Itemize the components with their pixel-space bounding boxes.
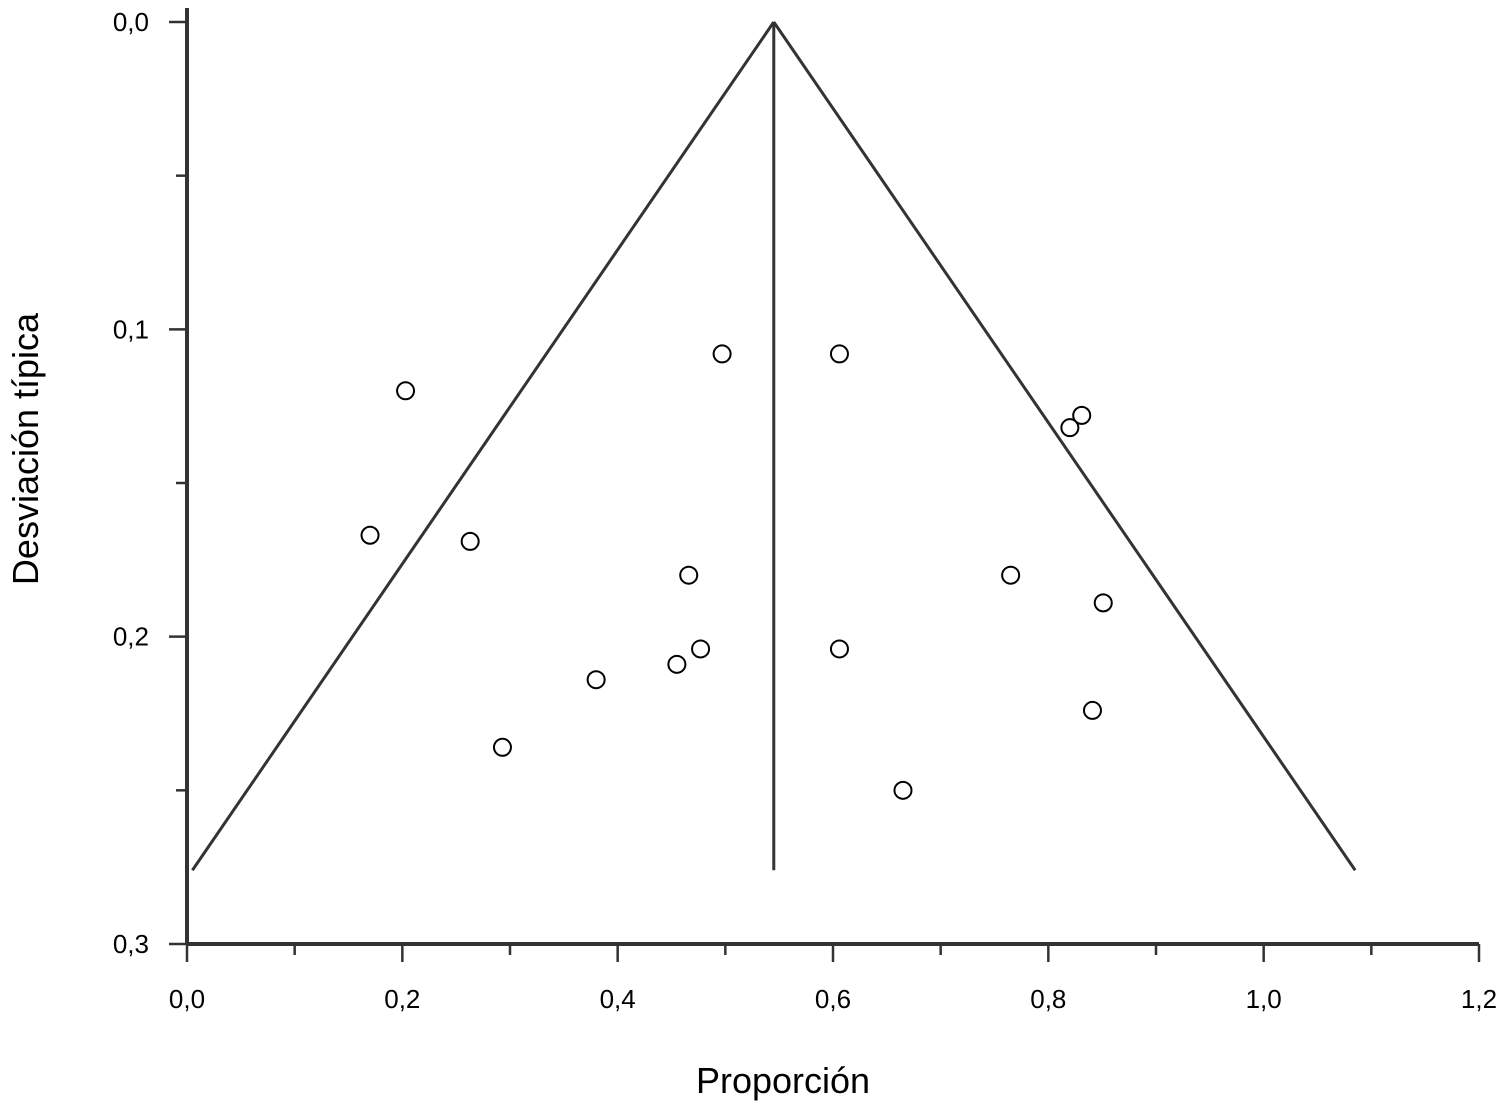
axes (169, 8, 1481, 962)
y-tick-label: 0,2 (113, 622, 149, 652)
x-tick-label: 1,0 (1246, 984, 1282, 1014)
data-point (893, 780, 913, 800)
data-point (1082, 700, 1102, 720)
funnel-left-limit (191, 21, 776, 872)
data-point (829, 344, 849, 364)
x-tick-label: 0,4 (600, 984, 636, 1014)
data-point (1093, 593, 1113, 613)
x-axis-title: Proporción (696, 1060, 870, 1101)
x-tick-label: 0,0 (169, 984, 205, 1014)
funnel-lines (191, 21, 1357, 872)
y-tick-label: 0,3 (113, 929, 149, 959)
data-point (1001, 565, 1021, 585)
data-point (396, 381, 416, 401)
tick-labels: 0,0 0,2 0,4 0,6 0,8 1,0 1,2 0,0 0,1 0,2 0,3 (113, 7, 1497, 1014)
data-point (492, 737, 512, 757)
data-point (679, 565, 699, 585)
data-points (360, 344, 1113, 800)
y-tick-label: 0,1 (113, 314, 149, 344)
y-tick-label: 0,0 (113, 7, 149, 37)
data-point (667, 654, 687, 674)
data-point (712, 344, 732, 364)
x-tick-label: 0,8 (1030, 984, 1066, 1014)
data-point (691, 639, 711, 659)
funnel-right-limit (772, 21, 1357, 872)
data-point (829, 639, 849, 659)
x-tick-label: 1,2 (1461, 984, 1497, 1014)
x-tick-label: 0,2 (384, 984, 420, 1014)
data-point (1060, 418, 1080, 438)
data-point (460, 531, 480, 551)
x-tick-label: 0,6 (815, 984, 851, 1014)
data-point (586, 670, 606, 690)
data-point (360, 525, 380, 545)
data-point (1072, 405, 1092, 425)
y-axis-title: Desviación típica (5, 312, 46, 585)
